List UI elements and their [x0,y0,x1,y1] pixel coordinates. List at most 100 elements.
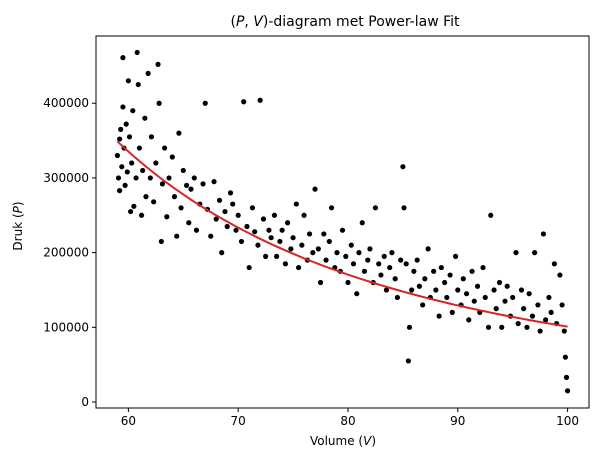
data-point-16 [130,108,136,114]
data-point-65 [241,99,247,105]
data-point-161 [499,324,505,330]
data-point-35 [162,145,168,151]
data-point-50 [200,181,206,187]
data-point-3 [117,188,123,194]
data-point-139 [438,264,444,271]
data-point-38 [169,154,175,160]
data-point-5 [119,164,125,170]
data-point-72 [260,216,267,222]
data-point-184 [561,328,567,334]
data-point-114 [376,261,382,267]
data-point-150 [469,268,475,274]
y-axis-label: Druk (P) [11,201,25,250]
data-point-63 [235,212,241,218]
x-tick-label-0: 60 [121,414,136,428]
data-point-32 [156,100,162,106]
y-tick-label-3: 300000 [43,171,89,185]
data-point-9 [122,182,128,188]
data-point-152 [474,283,481,289]
data-point-144 [452,253,459,259]
data-point-182 [557,272,563,278]
data-point-46 [188,186,194,192]
data-point-127 [406,324,413,330]
data-point-110 [365,257,371,263]
data-point-54 [211,179,217,185]
data-point-69 [252,229,258,235]
data-point-44 [183,182,190,188]
y-axis-label-part-0: Druk ( [11,213,25,250]
data-point-90 [310,250,316,256]
data-point-168 [518,287,525,293]
data-point-109 [361,268,368,274]
data-point-86 [299,242,305,248]
data-point-89 [306,231,313,237]
data-point-97 [328,205,335,211]
data-point-45 [186,220,192,226]
data-point-187 [564,388,571,394]
data-point-76 [271,212,278,218]
data-point-81 [285,220,291,226]
data-point-37 [166,175,172,181]
data-point-84 [293,201,299,207]
data-point-40 [174,233,180,239]
data-point-104 [348,242,354,248]
y-tick-label-2: 200000 [43,246,89,260]
data-point-47 [191,175,197,181]
data-point-2 [117,136,123,142]
data-point-10 [123,121,129,127]
data-point-132 [420,302,426,308]
chart-title-part-0: ( [230,14,235,30]
x-tick-label-4: 100 [556,414,579,428]
data-point-92 [315,246,321,252]
fit-line [116,140,568,328]
data-point-6 [120,55,126,61]
x-axis-label-part-0: Volume ( [310,434,363,448]
data-point-125 [403,261,409,267]
data-point-70 [255,242,261,248]
data-point-113 [372,205,379,211]
data-point-185 [562,354,568,360]
data-point-14 [127,208,134,215]
data-point-178 [546,294,552,301]
data-point-123 [400,164,406,170]
data-point-162 [502,298,508,304]
y-tick-label-0: 0 [81,395,89,409]
data-point-36 [164,214,170,220]
data-point-55 [213,216,219,222]
data-point-82 [288,246,294,252]
data-point-116 [381,253,387,259]
data-point-71 [257,97,263,103]
data-point-145 [455,287,461,293]
data-point-17 [131,203,137,209]
data-point-171 [526,291,532,297]
data-point-147 [460,276,466,282]
data-point-0 [114,152,121,159]
x-tick-label-2: 80 [340,414,355,428]
data-point-64 [238,238,245,245]
data-point-106 [354,291,360,297]
data-point-172 [529,313,536,319]
data-point-154 [480,264,486,271]
data-point-134 [425,246,431,252]
data-point-25 [143,194,149,200]
data-point-183 [559,302,565,308]
data-point-160 [496,279,503,286]
data-point-174 [535,302,541,308]
data-point-142 [447,272,453,278]
data-point-176 [540,231,547,237]
data-point-158 [491,287,497,293]
data-point-99 [334,250,340,256]
data-point-22 [138,212,145,218]
data-point-186 [563,374,570,380]
data-point-30 [153,160,159,166]
data-point-77 [274,253,280,259]
y-axis-label-part-1: P [11,205,25,213]
data-point-41 [176,130,182,136]
data-point-68 [249,205,256,211]
data-point-126 [405,358,411,364]
y-tick-label-4: 400000 [43,96,89,110]
data-point-59 [224,223,230,230]
data-point-11 [124,169,130,175]
data-point-148 [463,291,470,297]
